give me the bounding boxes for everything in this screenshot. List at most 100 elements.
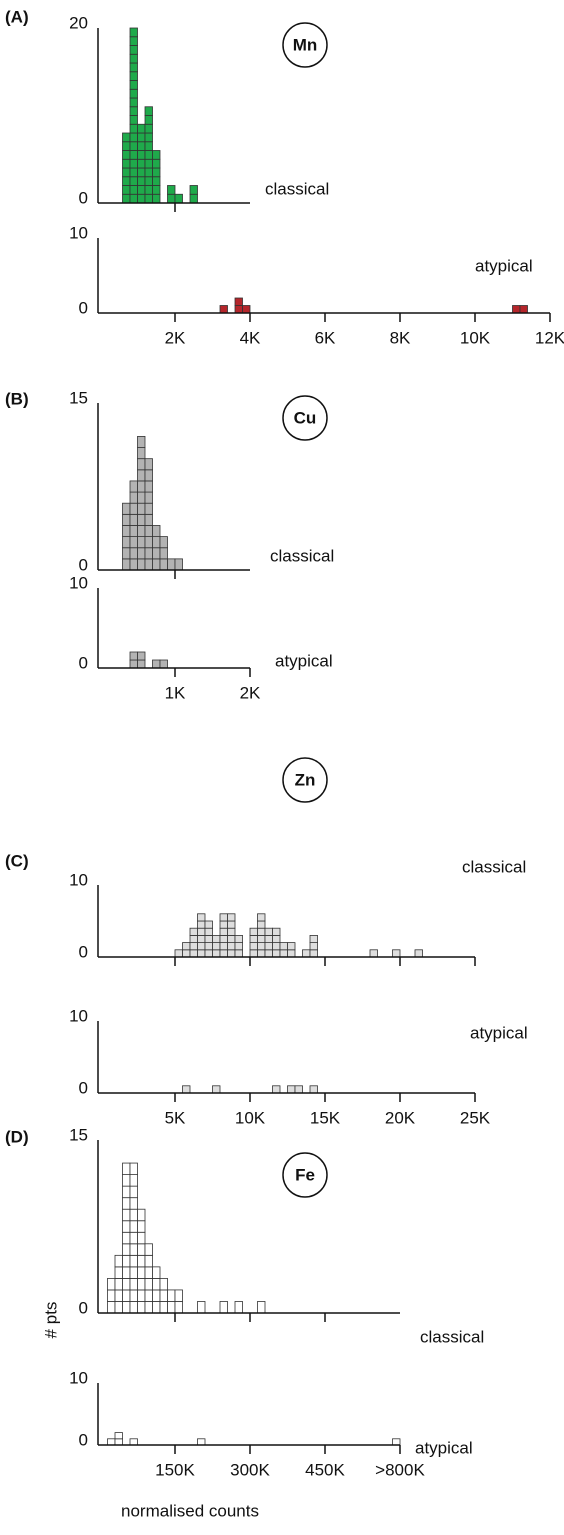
count-square [227, 942, 236, 951]
histogram-bar [122, 502, 131, 571]
count-square [129, 106, 138, 116]
count-square [114, 1432, 123, 1440]
count-square [369, 949, 378, 958]
count-square [287, 1085, 296, 1094]
count-square [264, 949, 273, 958]
count-square [309, 942, 318, 951]
y-tick-label: 10 [69, 573, 88, 592]
count-square [152, 158, 161, 169]
count-square [114, 1254, 123, 1268]
histogram-bar [174, 1289, 183, 1314]
series-label: atypical [415, 1438, 473, 1457]
count-square [107, 1301, 116, 1314]
count-square [204, 949, 213, 958]
count-square [167, 193, 176, 204]
histogram-bar [174, 558, 183, 571]
count-square [137, 1254, 146, 1268]
count-square [152, 536, 161, 549]
count-square [219, 935, 228, 944]
count-square [227, 913, 236, 922]
count-square [137, 1278, 146, 1291]
count-square [212, 1085, 221, 1094]
y-tick-label: 15 [69, 1125, 88, 1144]
count-square [159, 1289, 168, 1302]
count-square [122, 1266, 131, 1279]
count-square [122, 150, 131, 160]
count-square [197, 942, 206, 951]
series-label: atypical [475, 256, 533, 275]
count-square [144, 480, 153, 493]
count-square [512, 305, 521, 314]
x-tick-label: 4K [240, 328, 261, 347]
count-square [167, 185, 176, 195]
count-square [129, 176, 138, 186]
count-square [279, 949, 288, 958]
count-square [129, 97, 138, 108]
count-square [137, 123, 146, 134]
count-square [144, 193, 153, 204]
count-square [144, 1266, 153, 1279]
count-square [122, 1301, 131, 1314]
count-square [242, 305, 251, 314]
count-square [264, 927, 273, 936]
count-square [287, 942, 296, 951]
count-square [122, 513, 131, 526]
count-square [144, 158, 153, 169]
count-square [144, 123, 153, 134]
count-square [129, 558, 138, 571]
x-tick-label: 10K [235, 1108, 266, 1127]
count-square [114, 1289, 123, 1302]
count-square [159, 536, 168, 549]
count-square [152, 185, 161, 195]
count-square [257, 927, 266, 936]
count-square [219, 927, 228, 936]
count-square [129, 1208, 138, 1222]
count-square [204, 942, 213, 951]
count-square [137, 1220, 146, 1233]
count-square [227, 927, 236, 936]
count-square [137, 447, 146, 460]
x-tick-label: 15K [310, 1108, 341, 1127]
count-square [129, 1254, 138, 1268]
histogram-bar [227, 913, 236, 958]
count-square [189, 185, 198, 195]
count-square [137, 158, 146, 169]
count-square [189, 942, 198, 951]
count-square [144, 185, 153, 195]
series-label: classical [462, 857, 526, 876]
count-square [152, 659, 161, 669]
element-badge [282, 22, 328, 68]
count-square [122, 1254, 131, 1268]
histogram-bar [197, 1301, 206, 1314]
count-square [137, 491, 146, 504]
count-square [129, 123, 138, 134]
count-square [122, 158, 131, 169]
histogram-bar [122, 1162, 131, 1314]
count-square [129, 1278, 138, 1291]
count-square [144, 558, 153, 571]
count-square [197, 913, 206, 922]
count-square [129, 185, 138, 195]
count-square [144, 547, 153, 560]
count-square [137, 458, 146, 471]
histogram-bar [144, 106, 153, 204]
count-square [137, 150, 146, 160]
y-tick-label: 0 [79, 1298, 88, 1317]
count-square [129, 158, 138, 169]
count-square [129, 132, 138, 143]
histogram-bar [182, 1085, 191, 1094]
count-square [392, 949, 401, 958]
count-square [219, 949, 228, 958]
count-square [197, 927, 206, 936]
count-square [219, 920, 228, 929]
count-square [272, 949, 281, 958]
count-square [137, 536, 146, 549]
histogram-bar [167, 558, 176, 571]
count-square [287, 949, 296, 958]
count-square [129, 167, 138, 178]
histogram-bar [152, 525, 161, 571]
count-square [152, 1301, 161, 1314]
count-square [257, 942, 266, 951]
histogram-bar [302, 949, 311, 958]
count-square [137, 513, 146, 526]
